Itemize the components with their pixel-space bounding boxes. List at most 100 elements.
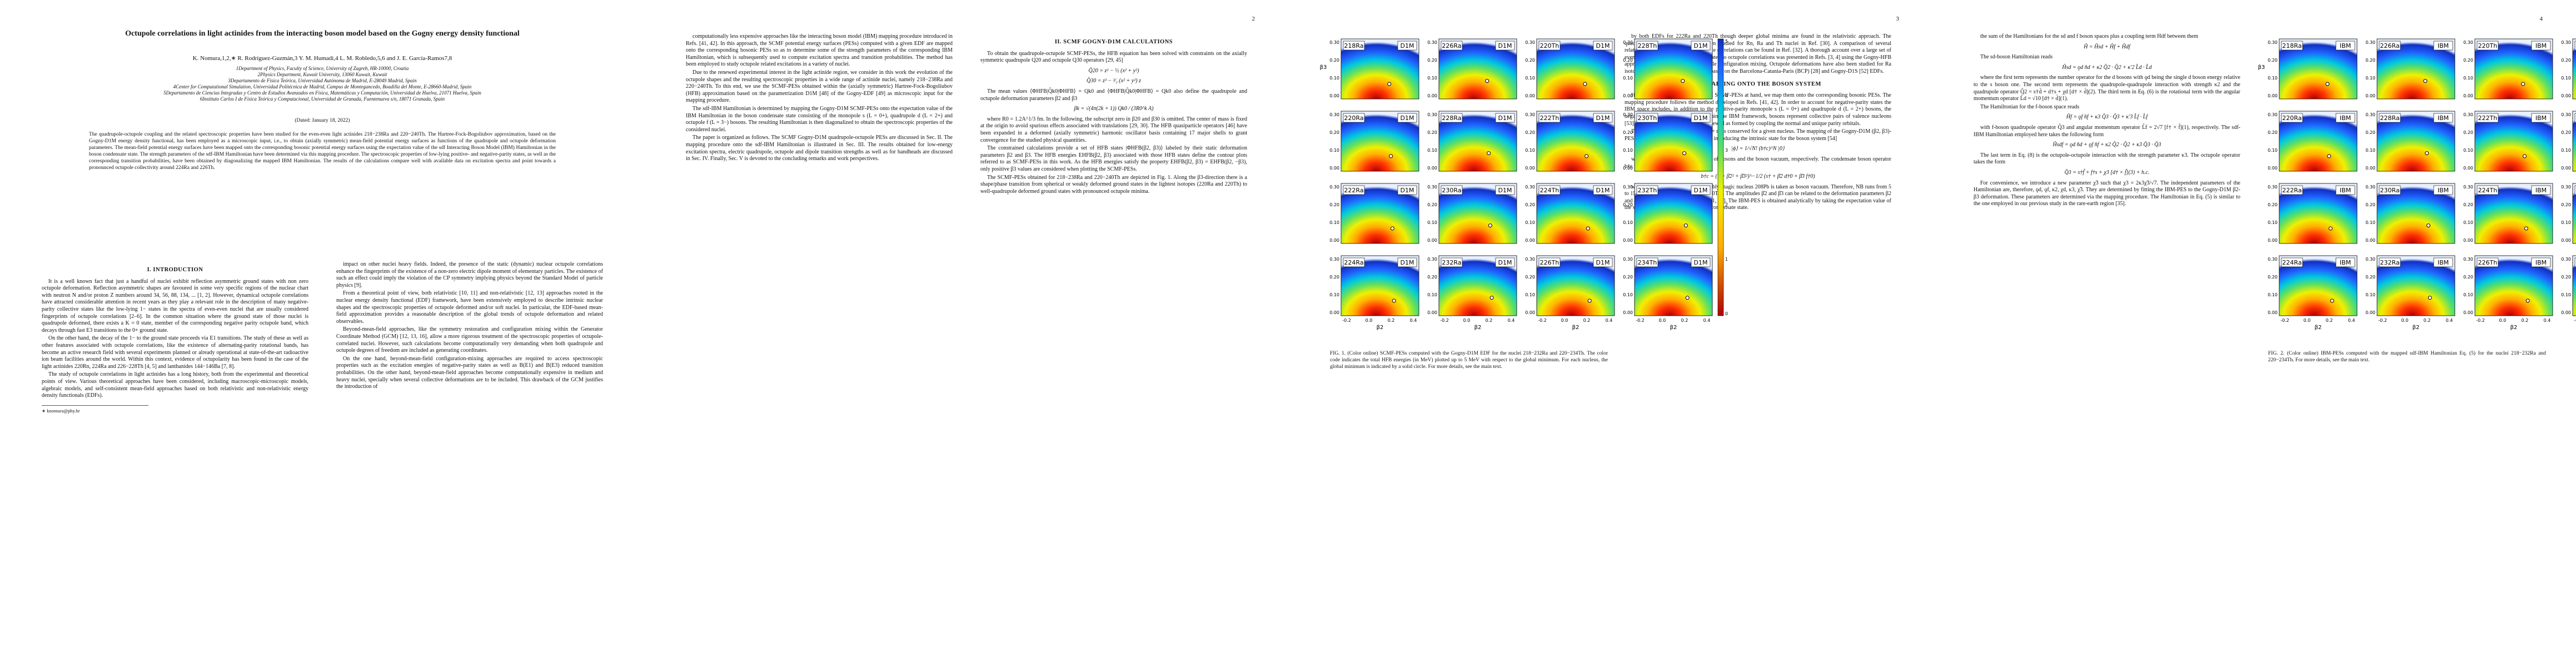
y-tick-label: 0.30 bbox=[2561, 40, 2571, 45]
y-tick-label: 0.20 bbox=[1525, 130, 1535, 135]
paragraph: The Hamiltonian for the f-boson space re… bbox=[1980, 103, 2080, 110]
page-number: 4 bbox=[2539, 16, 2543, 22]
x-tick-label: -0.2 bbox=[2574, 318, 2576, 323]
paragraph: To obtain the quadrupole-octupole SCMF-P… bbox=[980, 50, 1247, 64]
y-tick-label: 0.30 bbox=[2268, 112, 2278, 117]
label-box bbox=[1343, 41, 1365, 51]
nucleus-label: 220Th bbox=[2478, 42, 2498, 49]
y-tick-label: 0.30 bbox=[1623, 40, 1633, 45]
y-tick-label: 0.20 bbox=[2365, 130, 2375, 135]
y-tick-label: 0.20 bbox=[1427, 130, 1437, 135]
page: I. INTRODUCTION It is a well known fact t… bbox=[0, 0, 644, 667]
label-box bbox=[1538, 41, 1561, 51]
x-tick-label: 0.4 bbox=[1410, 318, 1417, 323]
y-tick-label: 0.10 bbox=[2463, 148, 2473, 153]
minimum-marker bbox=[1487, 151, 1491, 156]
text-column: by both EDFs for 222Ra and 220Th though … bbox=[1625, 33, 1891, 645]
y-tick-label: 0.00 bbox=[2268, 166, 2278, 171]
y-tick-label: 0.20 bbox=[1329, 202, 1339, 207]
x-tick-label: 0.2 bbox=[2424, 318, 2431, 323]
paragraph: The sdf-IBM Hamiltonian is determined by… bbox=[686, 105, 953, 133]
y-tick-label: 0.20 bbox=[2561, 58, 2571, 63]
colorbar-label: 4 bbox=[1725, 93, 1728, 98]
y-tick-label: 0.00 bbox=[1525, 166, 1535, 171]
colorbar-label: 0 bbox=[1725, 311, 1728, 316]
label-box bbox=[1691, 185, 1711, 195]
nucleus-label: 232Ra bbox=[2380, 259, 2399, 266]
y-tick-label: 0.20 bbox=[2365, 202, 2375, 207]
minimum-marker bbox=[1389, 154, 1393, 158]
model-label: IBM bbox=[2438, 115, 2449, 122]
minimum-marker bbox=[2425, 151, 2429, 156]
equation: b†c = (1 + β̄2² + β̄3²)^−1/2 (s† + β̄2 d… bbox=[1701, 173, 1815, 180]
model-label: IBM bbox=[2340, 115, 2351, 122]
y-tick-label: 0.00 bbox=[1525, 310, 1535, 315]
y-tick-label: 0.30 bbox=[1427, 112, 1437, 117]
affiliation: 5Departamento de Ciencias Integradas y C… bbox=[163, 90, 481, 96]
figure-plot: 218Ra IBM 0.30 0.20 0.10 0.00 β3 220Ra IBM 0.30 0.… bbox=[2258, 38, 2576, 331]
y-tick-label: 0.20 bbox=[2463, 275, 2473, 280]
y-tick-label: 0.00 bbox=[1329, 310, 1339, 315]
nucleus-label: 220Ra bbox=[1344, 115, 1363, 122]
x-tick-label: 0.2 bbox=[1486, 318, 1493, 323]
x-tick-label: -0.2 bbox=[2280, 318, 2289, 323]
nucleus-label: 222Ra bbox=[2282, 187, 2301, 194]
y-tick-label: 0.20 bbox=[2268, 275, 2278, 280]
y-tick-label: 0.10 bbox=[2365, 292, 2375, 297]
affiliations: 1Department of Physics, Faculty of Scien… bbox=[100, 66, 545, 102]
y-tick-label: 0.20 bbox=[1623, 202, 1633, 207]
section-heading: II. SCMF GOGNY-D1M CALCULATIONS bbox=[1054, 39, 1173, 45]
label-box bbox=[2433, 257, 2453, 267]
equation: Ĥ = Ĥsd + Ĥf + Ĥdf bbox=[2084, 43, 2130, 50]
nucleus-label: 224Ra bbox=[2282, 259, 2301, 266]
date: (Dated: January 18, 2022) bbox=[295, 118, 350, 123]
label-box bbox=[2574, 41, 2576, 51]
model-label: IBM bbox=[2438, 42, 2449, 49]
nucleus-label: 226Th bbox=[1540, 259, 1559, 266]
label-box bbox=[2281, 113, 2303, 123]
y-tick-label: 0.20 bbox=[2463, 58, 2473, 63]
y-tick-label: 0.20 bbox=[2365, 275, 2375, 280]
y-tick-label: 0.00 bbox=[2561, 166, 2571, 171]
affiliation: 3Departamento de Física Teórica, Univers… bbox=[228, 78, 417, 83]
y-tick-label: 0.00 bbox=[1427, 93, 1437, 98]
model-label: IBM bbox=[2340, 259, 2351, 266]
y-tick-label: 0.20 bbox=[2463, 130, 2473, 135]
x-tick-label: 0.4 bbox=[1606, 318, 1613, 323]
label-box bbox=[2531, 41, 2551, 51]
label-box bbox=[1397, 257, 1417, 267]
minimum-marker bbox=[2524, 226, 2528, 231]
nucleus-label: 230Ra bbox=[2380, 187, 2399, 194]
text-column: I. INTRODUCTION It is a well known fact t… bbox=[42, 261, 308, 645]
x-tick-label: -0.2 bbox=[1440, 318, 1449, 323]
y-tick-label: 0.00 bbox=[1623, 93, 1633, 98]
nucleus-label: 218Ra bbox=[1344, 42, 1363, 49]
y-tick-label: 0.30 bbox=[1525, 185, 1535, 190]
page-number: 3 bbox=[1896, 16, 1900, 22]
nucleus-label: 222Th bbox=[2478, 115, 2498, 122]
nucleus-label: 224Ra bbox=[1344, 259, 1363, 266]
label-box bbox=[1593, 41, 1613, 51]
label-box bbox=[1343, 185, 1365, 195]
y-tick-label: 0.30 bbox=[2561, 185, 2571, 190]
nucleus-label: 228Ra bbox=[2380, 115, 2399, 122]
model-label: IBM bbox=[2535, 259, 2547, 266]
label-box bbox=[1495, 41, 1515, 51]
label-box bbox=[1691, 41, 1711, 51]
y-tick-label: 0.30 bbox=[2463, 112, 2473, 117]
y-tick-label: 0.10 bbox=[2561, 148, 2571, 153]
y-tick-label: 0.10 bbox=[2365, 76, 2375, 81]
page: 4 the sum of the Hamiltonians for the sd … bbox=[1932, 0, 2576, 667]
y-tick-label: 0.00 bbox=[2463, 93, 2473, 98]
y-tick-label: 0.10 bbox=[1525, 76, 1535, 81]
nucleus-label: 232Th bbox=[1638, 187, 1657, 194]
label-box bbox=[2477, 185, 2499, 195]
y-tick-label: 0.20 bbox=[2561, 202, 2571, 207]
minimum-marker bbox=[1583, 82, 1587, 86]
nucleus-label: 226Ra bbox=[1442, 42, 1461, 49]
y-tick-label: 0.10 bbox=[1525, 220, 1535, 225]
x-tick-label: 0.2 bbox=[1388, 318, 1395, 323]
label-box bbox=[2379, 257, 2401, 267]
label-box bbox=[2281, 41, 2303, 51]
y-tick-label: 0.00 bbox=[1427, 238, 1437, 243]
